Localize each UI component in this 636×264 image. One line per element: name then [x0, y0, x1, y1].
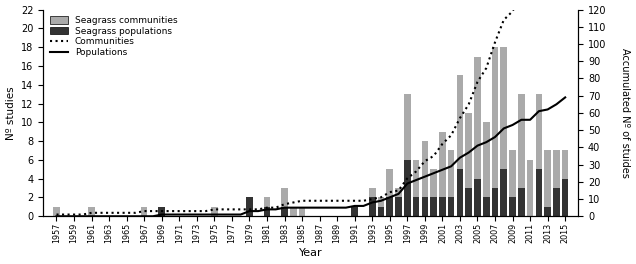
- Bar: [439, 197, 446, 216]
- Bar: [53, 207, 60, 216]
- Bar: [562, 150, 569, 179]
- Bar: [431, 169, 437, 197]
- Bar: [246, 197, 252, 216]
- Communities: [132, 211, 139, 214]
- Bar: [536, 94, 542, 169]
- Line: Populations: Populations: [57, 97, 565, 216]
- Communities: [53, 213, 60, 216]
- Communities: [316, 199, 324, 202]
- X-axis label: Year: Year: [299, 248, 322, 258]
- Bar: [518, 188, 525, 216]
- Communities: [184, 210, 192, 213]
- Y-axis label: Accumulated Nº of stuides: Accumulated Nº of stuides: [621, 48, 630, 178]
- Bar: [466, 188, 472, 216]
- Bar: [264, 197, 270, 207]
- Bar: [527, 160, 534, 216]
- Populations: [184, 213, 192, 216]
- Bar: [501, 169, 507, 216]
- Bar: [518, 94, 525, 188]
- Bar: [404, 94, 411, 160]
- Bar: [378, 207, 384, 216]
- Bar: [509, 150, 516, 197]
- Bar: [413, 160, 419, 197]
- Bar: [562, 179, 569, 216]
- Bar: [457, 169, 463, 216]
- Bar: [492, 188, 498, 216]
- Communities: [106, 211, 113, 214]
- Populations: [132, 215, 139, 218]
- Bar: [553, 150, 560, 188]
- Bar: [483, 122, 490, 197]
- Bar: [544, 207, 551, 216]
- Bar: [466, 113, 472, 188]
- Bar: [422, 141, 428, 197]
- Bar: [483, 197, 490, 216]
- Bar: [299, 207, 305, 216]
- Bar: [378, 197, 384, 207]
- Populations: [106, 215, 113, 218]
- Bar: [88, 207, 95, 216]
- Bar: [448, 150, 455, 197]
- Communities: [70, 213, 78, 216]
- Bar: [439, 132, 446, 197]
- Bar: [281, 188, 288, 207]
- Bar: [553, 188, 560, 216]
- Y-axis label: Nº studies: Nº studies: [6, 86, 15, 140]
- Bar: [404, 160, 411, 216]
- Line: Communities: Communities: [57, 0, 565, 215]
- Bar: [457, 75, 463, 169]
- Bar: [387, 197, 393, 216]
- Bar: [395, 188, 402, 197]
- Bar: [369, 197, 375, 216]
- Bar: [448, 197, 455, 216]
- Populations: [70, 215, 78, 218]
- Bar: [369, 188, 375, 197]
- Bar: [431, 197, 437, 216]
- Populations: [316, 206, 324, 209]
- Bar: [395, 197, 402, 216]
- Bar: [281, 207, 288, 216]
- Bar: [211, 207, 218, 216]
- Bar: [474, 179, 481, 216]
- Bar: [492, 47, 498, 188]
- Bar: [387, 169, 393, 197]
- Populations: [53, 215, 60, 218]
- Bar: [422, 197, 428, 216]
- Bar: [544, 150, 551, 207]
- Populations: [562, 96, 569, 99]
- Bar: [352, 207, 358, 216]
- Bar: [141, 207, 148, 216]
- Legend: Seagrass communities, Seagrass populations, Communities, Populations: Seagrass communities, Seagrass populatio…: [48, 14, 179, 59]
- Populations: [421, 175, 429, 178]
- Bar: [413, 197, 419, 216]
- Bar: [536, 169, 542, 216]
- Bar: [264, 207, 270, 216]
- Bar: [290, 207, 296, 216]
- Communities: [421, 159, 429, 163]
- Bar: [474, 56, 481, 179]
- Bar: [509, 197, 516, 216]
- Bar: [158, 207, 165, 216]
- Bar: [501, 47, 507, 169]
